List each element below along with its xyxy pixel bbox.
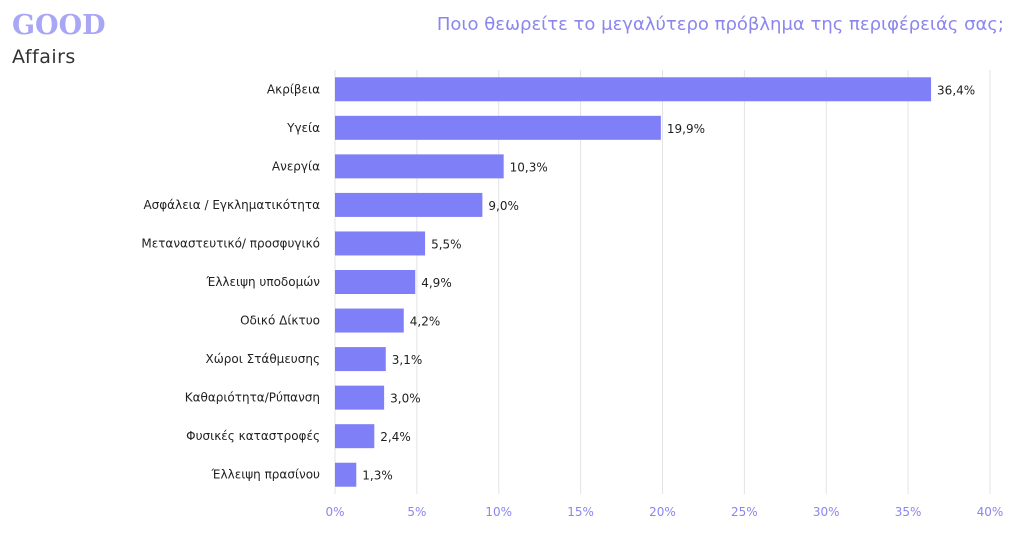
value-label: 19,9% <box>667 122 705 136</box>
category-label: Καθαριότητα/Ρύπανση <box>185 391 320 405</box>
x-tick-label: 10% <box>485 505 512 519</box>
x-tick-label: 0% <box>325 505 344 519</box>
bar <box>335 192 483 217</box>
x-tick-label: 20% <box>649 505 676 519</box>
bar <box>335 424 375 449</box>
category-label: Έλλειψη πρασίνου <box>211 468 321 482</box>
bar <box>335 462 357 487</box>
logo-affairs-text: Affairs <box>12 46 76 68</box>
bar <box>335 347 386 372</box>
x-tick-label: 40% <box>977 505 1004 519</box>
category-label: Μεταναστευτικό/ προσφυγικό <box>141 236 320 250</box>
category-label: Ασφάλεια / Εγκληματικότητα <box>143 198 320 212</box>
category-label: Ακρίβεια <box>267 82 320 96</box>
bar <box>335 308 404 333</box>
category-label: Χώροι Στάθμευσης <box>206 352 320 366</box>
x-tick-label: 30% <box>813 505 840 519</box>
bar <box>335 115 661 140</box>
bar <box>335 385 385 410</box>
value-label: 36,4% <box>937 83 975 97</box>
value-label: 4,2% <box>410 315 441 329</box>
value-label: 1,3% <box>362 469 393 483</box>
x-tick-label: 15% <box>567 505 594 519</box>
value-label: 4,9% <box>421 276 452 290</box>
value-label: 2,4% <box>380 430 411 444</box>
category-label: Ανεργία <box>272 159 320 173</box>
bar <box>335 270 416 294</box>
bar <box>335 154 504 179</box>
category-label: Έλλειψη υποδομών <box>205 275 320 289</box>
logo-good-text: GOOD <box>12 10 106 41</box>
value-label: 3,0% <box>390 392 421 406</box>
value-label: 5,5% <box>431 237 462 251</box>
category-label: Οδικό Δίκτυο <box>240 314 320 328</box>
value-label: 10,3% <box>510 160 548 174</box>
x-tick-label: 25% <box>731 505 758 519</box>
x-tick-label: 35% <box>895 505 922 519</box>
x-tick-label: 5% <box>407 505 426 519</box>
brand-logo: GOOD Affairs <box>12 10 122 74</box>
category-label: Φυσικές καταστροφές <box>186 429 320 443</box>
bar <box>335 231 426 256</box>
value-label: 9,0% <box>488 199 519 213</box>
chart-title: Ποιο θεωρείτε το μεγαλύτερο πρόβλημα της… <box>436 14 1004 35</box>
value-label: 3,1% <box>392 353 423 367</box>
bar <box>335 77 932 102</box>
category-label: Υγεία <box>286 121 320 135</box>
